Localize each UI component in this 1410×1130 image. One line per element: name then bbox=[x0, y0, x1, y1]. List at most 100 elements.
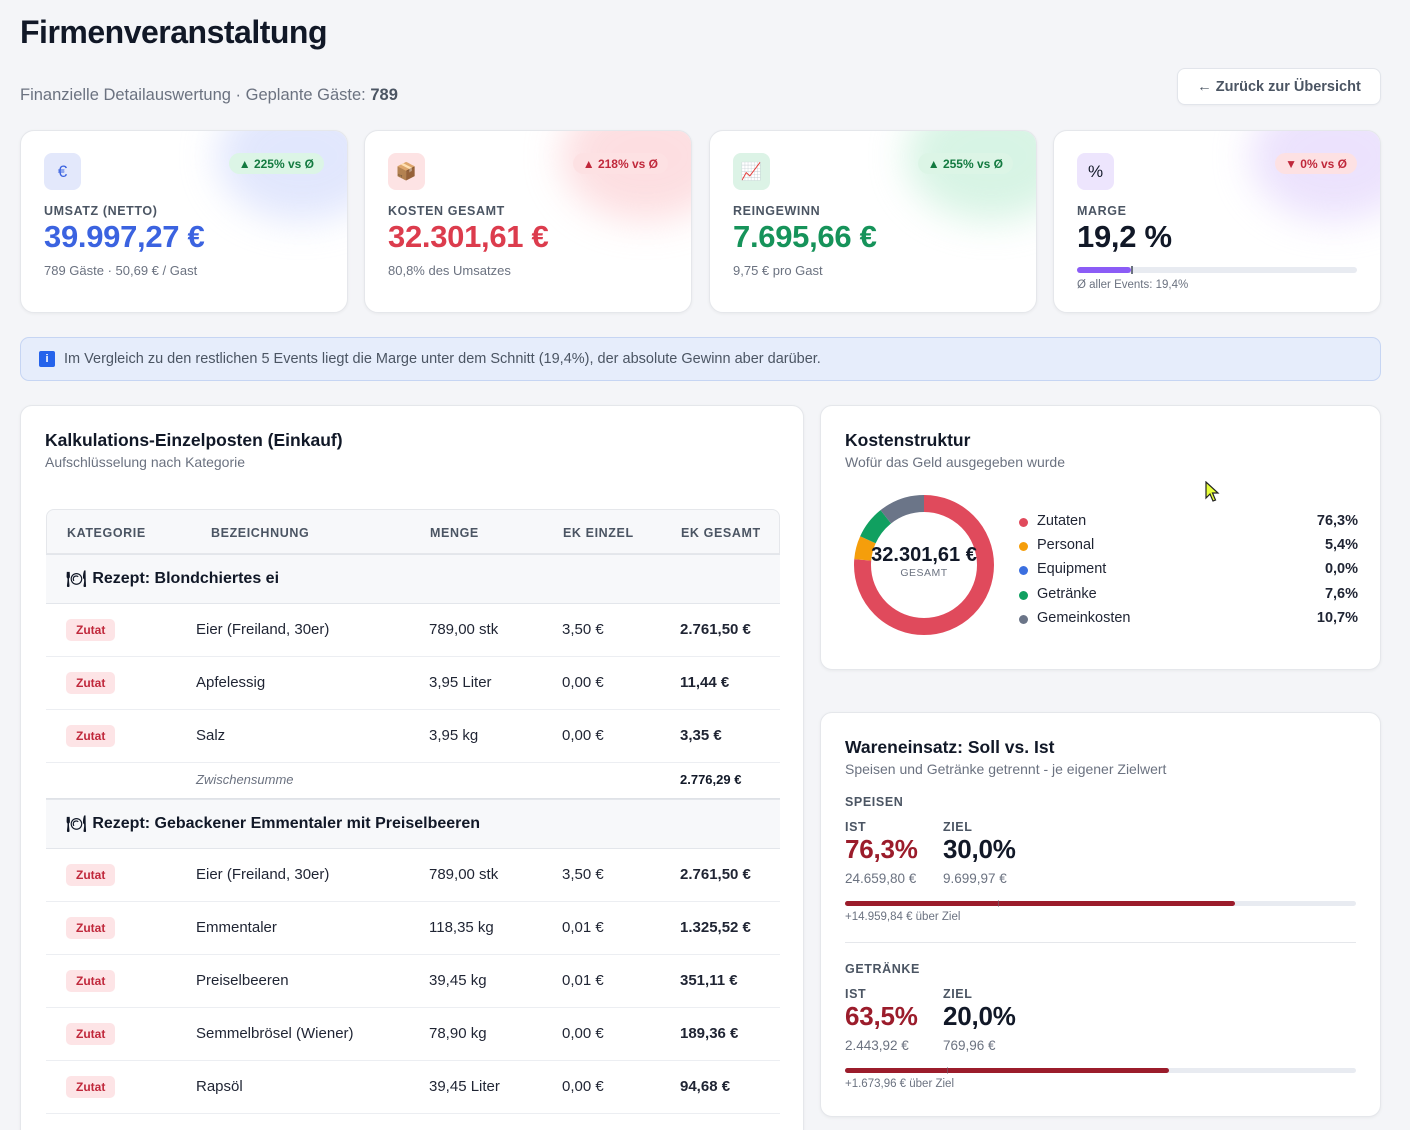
table-row: Zutat Eier (Freiland, 30er) 789,00 stk 3,50… bbox=[46, 849, 780, 902]
ziel-value: 20,0% bbox=[943, 1001, 1016, 1031]
calc-title: Kalkulations-Einzelposten (Einkauf) bbox=[45, 430, 343, 450]
usage-progress-fill bbox=[845, 1068, 1170, 1073]
kpi-trend-badge: ▲ 225% vs Ø bbox=[228, 153, 324, 174]
percent-icon: % bbox=[1077, 153, 1114, 190]
subtotal-value: 2.776,29 € bbox=[680, 772, 742, 787]
item-name: Rapsöl bbox=[196, 1078, 243, 1095]
table-row: Zutat Semmelbrösel (Wiener) 78,90 kg 0,00 €… bbox=[46, 1008, 780, 1061]
ziel-amount: 9.699,97 € bbox=[943, 871, 1007, 886]
ist-amount: 2.443,92 € bbox=[845, 1038, 909, 1053]
usage-progress-bar bbox=[845, 1067, 1356, 1074]
wareneinsatz-section-getraenke: GETRÄNKE IST ZIEL 63,5% 20,0% 2.443,92 € 769,9… bbox=[821, 713, 1380, 1116]
usage-progress-fill bbox=[845, 901, 1235, 906]
col-ek-gesamt: EK GESAMT bbox=[681, 526, 761, 540]
kpi-label: UMSATZ (NETTO) bbox=[44, 204, 158, 218]
item-total-price: 189,36 € bbox=[680, 1025, 739, 1042]
kpi-subtext: 80,8% des Umsatzes bbox=[388, 263, 511, 278]
item-unit-price: 3,50 € bbox=[562, 866, 604, 883]
ziel-label: ZIEL bbox=[943, 820, 973, 834]
item-name: Preiselbeeren bbox=[196, 972, 289, 989]
item-unit-price: 3,50 € bbox=[562, 621, 604, 638]
donut-center-label: GESAMT bbox=[900, 566, 948, 579]
category-tag: Zutat bbox=[66, 917, 116, 939]
item-quantity: 3,95 Liter bbox=[429, 674, 492, 691]
legend-item: Getränke 7,6% bbox=[1018, 586, 1358, 610]
legend-item: Personal 5,4% bbox=[1018, 537, 1358, 561]
cost-subtitle: Wofür das Geld ausgegeben wurde bbox=[845, 454, 1065, 470]
item-total-price: 94,68 € bbox=[680, 1078, 731, 1095]
table-row: Zutat Rapsöl 39,45 Liter 0,00 € 94,68 € bbox=[46, 1061, 780, 1114]
item-quantity: 78,90 kg bbox=[429, 1025, 487, 1042]
kpi-subtext: Ø aller Events: 19,4% bbox=[1077, 279, 1189, 291]
kpi-value: 7.695,66 € bbox=[733, 219, 877, 254]
legend-label: Gemeinkosten bbox=[1037, 609, 1131, 626]
subtotal-label: Zwischensumme bbox=[196, 772, 294, 787]
legend-label: Zutaten bbox=[1037, 513, 1087, 529]
item-name: Salz bbox=[196, 727, 226, 744]
kpi-glow bbox=[561, 131, 691, 221]
donut-center: 32.301,61 € GESAMT bbox=[849, 490, 999, 640]
item-quantity: 789,00 stk bbox=[429, 621, 499, 638]
margin-progress-bar bbox=[1077, 266, 1357, 274]
ziel-amount: 769,96 € bbox=[943, 1038, 996, 1053]
kpi-card-reingewinn: 📈 ▲ 255% vs Ø REINGEWINN 7.695,66 € 9,75 € p… bbox=[709, 130, 1037, 313]
kpi-value: 19,2 % bbox=[1077, 219, 1172, 254]
category-tag: Zutat bbox=[66, 1023, 116, 1045]
legend-item: Gemeinkosten 10,7% bbox=[1018, 610, 1358, 634]
item-name: Semmelbrösel (Wiener) bbox=[196, 1025, 354, 1042]
ist-label: IST bbox=[845, 987, 867, 1001]
table-row: Zutat Eier (Freiland, 30er) 789,00 stk 3,50… bbox=[46, 604, 780, 657]
over-target-text: +1.673,96 € über Ziel bbox=[845, 1078, 955, 1090]
target-marker bbox=[998, 900, 1000, 907]
recipe-title: Rezept: Gebackener Emmentaler mit Preise… bbox=[92, 815, 481, 832]
kpi-label: KOSTEN GESAMT bbox=[388, 204, 505, 218]
kpi-trend-badge: ▼ 0% vs Ø bbox=[1275, 153, 1357, 174]
item-unit-price: 0,00 € bbox=[562, 727, 604, 744]
col-menge: MENGE bbox=[430, 526, 479, 540]
legend-value: 76,3% bbox=[1316, 513, 1358, 529]
calc-subtitle: Aufschlüsselung nach Kategorie bbox=[45, 454, 246, 470]
box-icon: 📦 bbox=[388, 153, 425, 190]
item-total-price: 3,35 € bbox=[680, 727, 722, 744]
item-name: Eier (Freiland, 30er) bbox=[196, 621, 330, 638]
item-total-price: 2.761,50 € bbox=[680, 621, 751, 638]
table-row: Zutat Apfelessig 3,95 Liter 0,00 € 11,44 € bbox=[46, 657, 780, 710]
back-to-overview-button[interactable]: ← Zurück zur Übersicht bbox=[1177, 68, 1381, 105]
item-unit-price: 0,00 € bbox=[562, 1078, 604, 1095]
usage-progress-bar bbox=[845, 900, 1356, 907]
item-quantity: 39,45 Liter bbox=[429, 1078, 500, 1095]
kpi-label: MARGE bbox=[1077, 204, 1127, 218]
calc-table: KATEGORIE BEZEICHNUNG MENGE EK EINZEL EK… bbox=[46, 509, 780, 1114]
category-tag: Zutat bbox=[66, 970, 116, 992]
recipe-group-header: 🍽 Rezept: Gebackener Emmentaler mit Preis… bbox=[46, 799, 780, 849]
info-banner: i Im Vergleich zu den restlichen 5 Event… bbox=[20, 337, 1381, 381]
kpi-trend-badge: ▲ 218% vs Ø bbox=[572, 153, 668, 174]
wareneinsatz-card: Wareneinsatz: Soll vs. Ist Speisen und G… bbox=[820, 712, 1381, 1117]
legend-dot bbox=[1019, 542, 1028, 552]
donut-slice-gemeinkosten bbox=[854, 495, 994, 635]
category-tag: Zutat bbox=[66, 725, 116, 747]
plate-icon: 🍽 bbox=[66, 571, 87, 588]
cost-legend: Zutaten 76,3% Personal 5,4% Equipment 0,0% Get… bbox=[1018, 513, 1358, 634]
section-label: SPEISEN bbox=[845, 795, 904, 809]
legend-value: 7,6% bbox=[1324, 585, 1358, 602]
margin-progress-fill bbox=[1077, 267, 1131, 273]
table-row: Zutat Salz 3,95 kg 0,00 € 3,35 € bbox=[46, 710, 780, 763]
legend-label: Equipment bbox=[1037, 561, 1107, 578]
subtitle-text: Finanzielle Detailauswertung · Geplante … bbox=[20, 86, 366, 104]
kpi-value: 32.301,61 € bbox=[388, 219, 549, 254]
kpi-card-kosten: 📦 ▲ 218% vs Ø KOSTEN GESAMT 32.301,61 € 80,8… bbox=[364, 130, 692, 313]
kpi-card-umsatz: € ▲ 225% vs Ø UMSATZ (NETTO) 39.997,27 € 789… bbox=[20, 130, 348, 313]
category-tag: Zutat bbox=[66, 1076, 116, 1098]
item-quantity: 3,95 kg bbox=[429, 727, 479, 744]
item-unit-price: 0,01 € bbox=[562, 919, 604, 936]
item-total-price: 11,44 € bbox=[680, 674, 730, 691]
ist-value: 63,5% bbox=[845, 1001, 918, 1031]
donut-center-value: 32.301,61 € bbox=[871, 543, 977, 566]
kpi-glow bbox=[906, 131, 1036, 221]
col-ek-einzel: EK EINZEL bbox=[563, 526, 634, 540]
item-quantity: 118,35 kg bbox=[429, 919, 494, 936]
ziel-value: 30,0% bbox=[943, 834, 1016, 864]
margin-average-marker bbox=[1131, 266, 1134, 274]
item-name: Emmentaler bbox=[196, 919, 277, 936]
